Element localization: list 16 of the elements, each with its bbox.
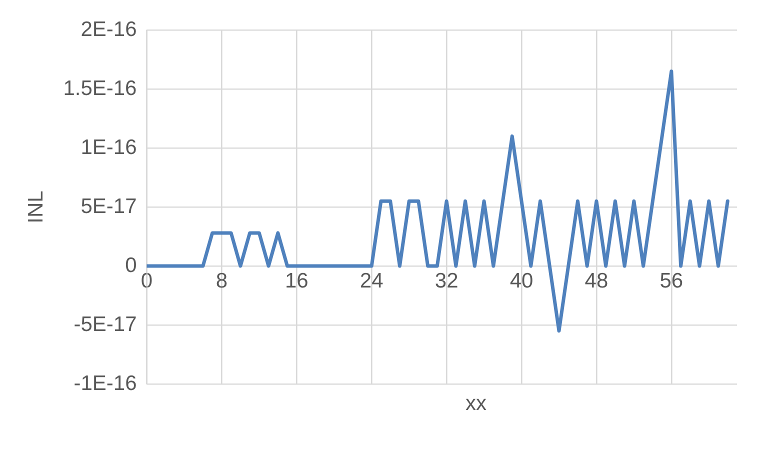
y-tick-label: 1E-16 bbox=[80, 136, 137, 159]
x-tick-label: 8 bbox=[216, 269, 228, 292]
y-tick-label: -1E-16 bbox=[74, 372, 137, 395]
x-axis-title: xx bbox=[464, 392, 488, 416]
x-tick-label: 56 bbox=[660, 269, 684, 292]
x-tick-label: 48 bbox=[584, 269, 608, 292]
x-tick-label: 16 bbox=[284, 269, 308, 292]
x-tick-label: 24 bbox=[360, 269, 384, 292]
x-tick-label: 32 bbox=[434, 269, 458, 292]
y-tick-label: 5E-17 bbox=[80, 194, 137, 218]
y-axis-title: INL bbox=[24, 190, 48, 224]
x-tick-label: 40 bbox=[510, 269, 534, 292]
y-tick-label: -5E-17 bbox=[74, 312, 137, 336]
y-tick-label: 2E-16 bbox=[80, 18, 137, 41]
y-tick-label: 0 bbox=[125, 254, 137, 277]
y-tick-label: 1.5E-16 bbox=[63, 76, 137, 100]
